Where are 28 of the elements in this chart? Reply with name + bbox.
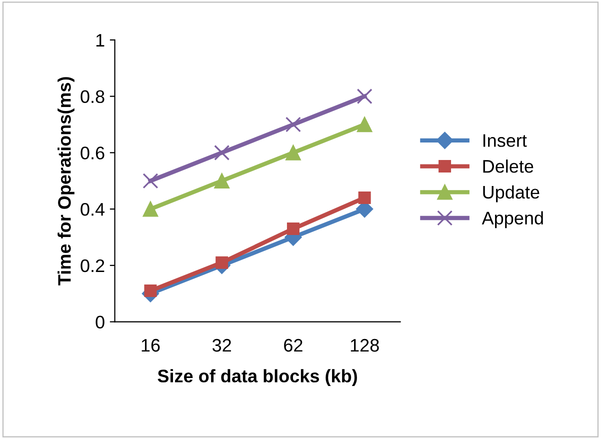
point	[144, 284, 157, 298]
x-tick-label: 16	[142, 338, 160, 352]
point	[285, 116, 301, 132]
point	[216, 256, 228, 269]
point	[214, 144, 230, 160]
point	[286, 145, 301, 160]
point	[142, 201, 158, 217]
y-tick-label: 0.6	[80, 146, 104, 160]
legend-label: Update	[483, 185, 540, 202]
x-tick-label: 128	[350, 338, 379, 352]
y-tick-label: 0.8	[80, 90, 104, 104]
point	[358, 192, 371, 204]
legend-label: Append	[482, 211, 543, 228]
y-tick-label: 0.4	[80, 202, 105, 216]
point	[356, 116, 372, 132]
legend-label: Insert	[483, 134, 527, 147]
x-tick-label: 62	[284, 338, 302, 352]
point	[214, 173, 230, 189]
y-tick-label: 0	[96, 316, 104, 329]
y-tick-label: 0.2	[80, 259, 104, 272]
y-tick-label: 1	[96, 34, 104, 46]
y-axis-title: Time for Operations(ms)	[58, 77, 74, 286]
x-axis-title: Size of data blocks (kb)	[158, 369, 357, 386]
point	[356, 88, 372, 104]
x-tick-label: 32	[212, 338, 231, 352]
legend-label: Delete	[483, 160, 534, 173]
point	[286, 222, 300, 236]
point	[142, 173, 158, 189]
